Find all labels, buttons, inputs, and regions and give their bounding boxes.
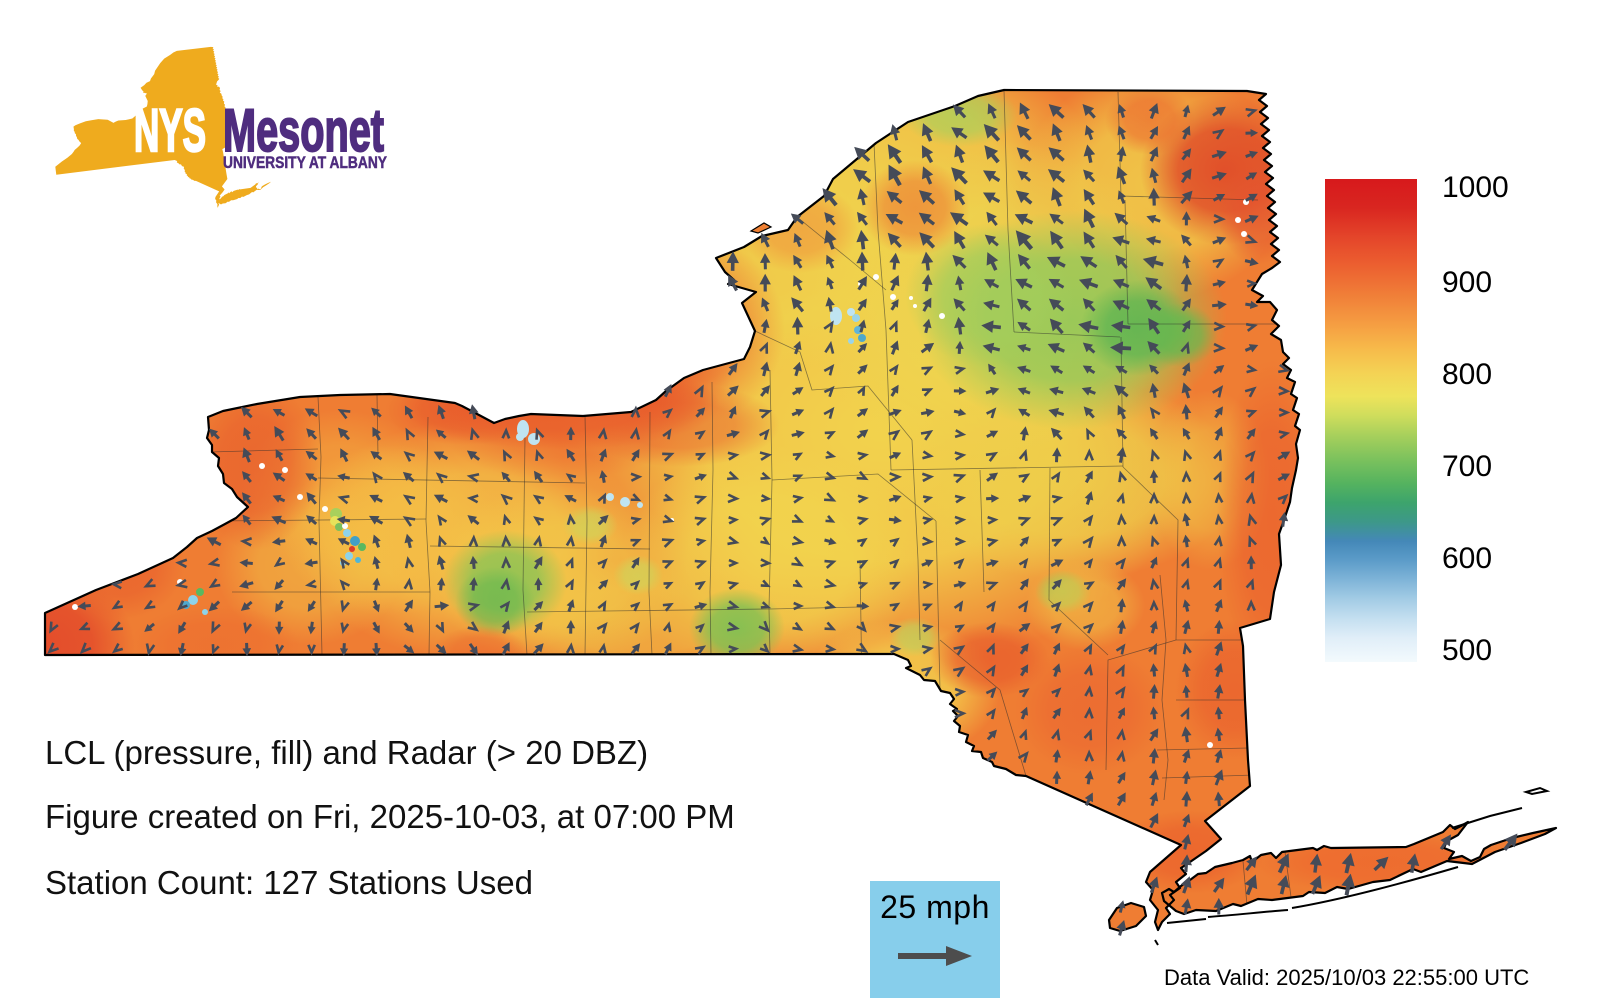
svg-text:UNIVERSITY AT ALBANY: UNIVERSITY AT ALBANY xyxy=(223,154,387,172)
svg-text:Mesonet: Mesonet xyxy=(223,97,384,164)
svg-text:NYS: NYS xyxy=(134,97,206,164)
